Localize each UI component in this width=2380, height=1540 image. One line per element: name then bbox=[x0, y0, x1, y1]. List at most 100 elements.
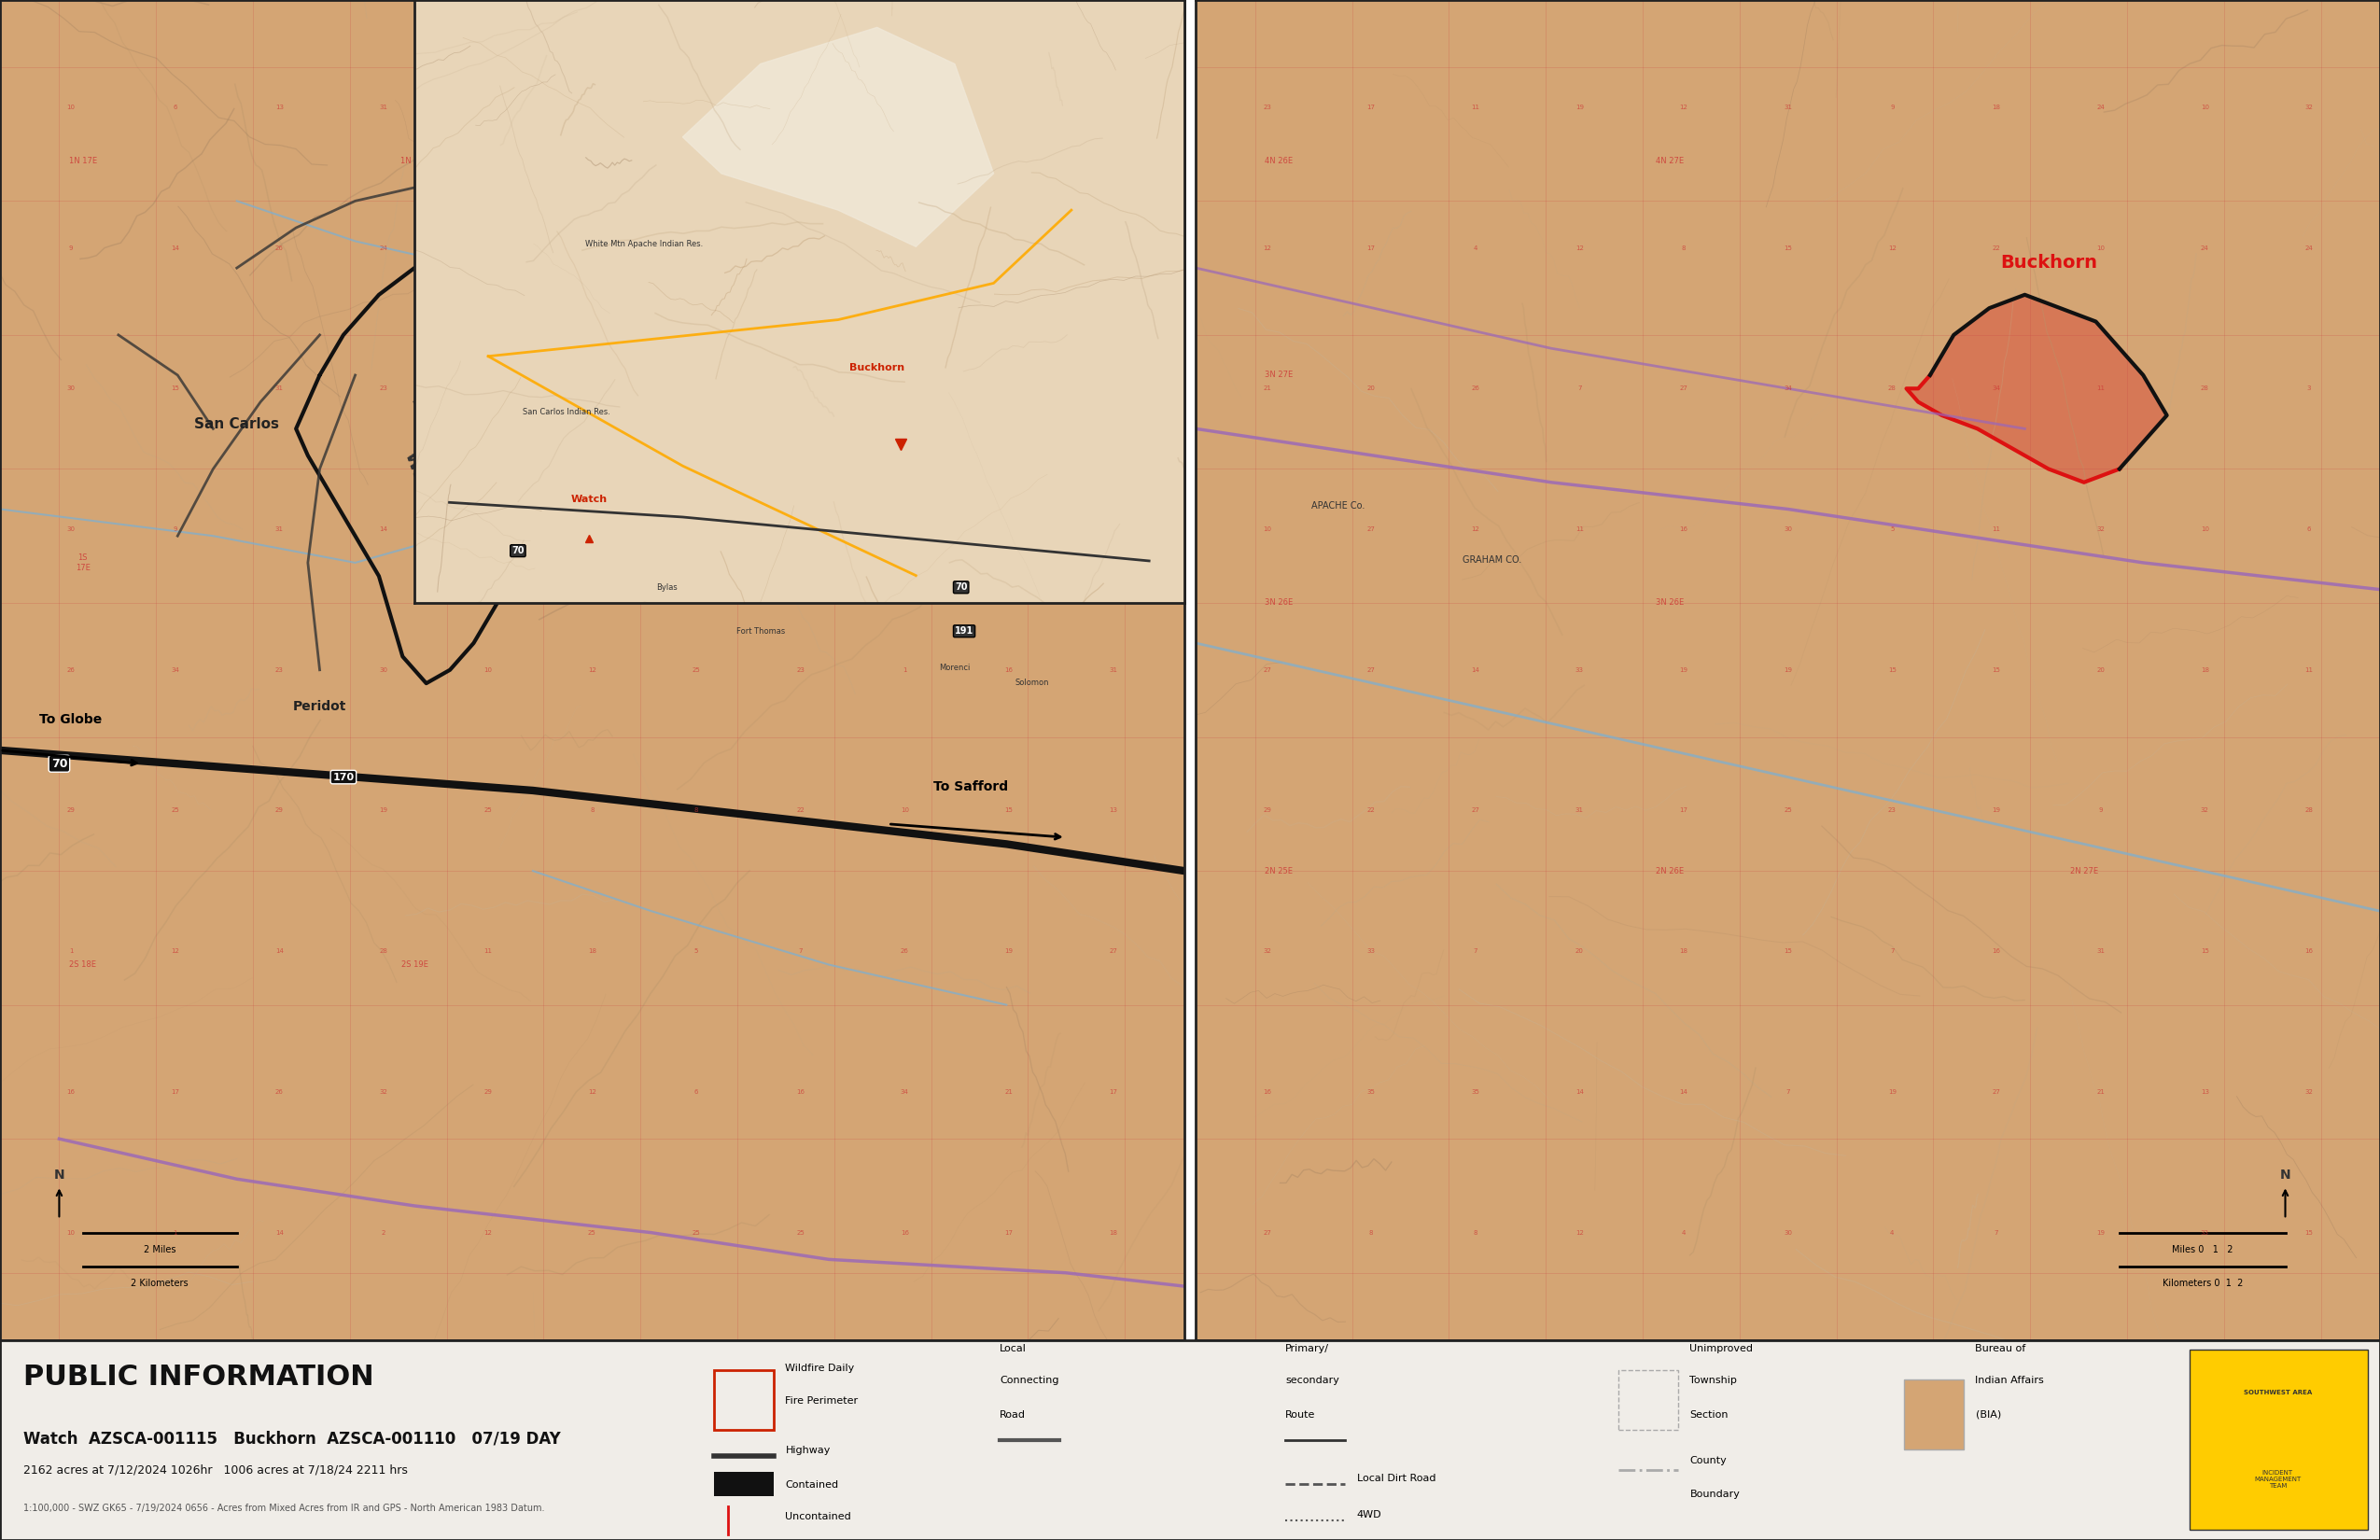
Text: 20: 20 bbox=[2097, 667, 2104, 673]
Text: 4N 26E: 4N 26E bbox=[1264, 157, 1292, 165]
Text: 30: 30 bbox=[900, 105, 909, 109]
Text: Wildfire Daily: Wildfire Daily bbox=[785, 1364, 854, 1374]
Text: 1:100,000 - SWZ GK65 - 7/19/2024 0656 - Acres from Mixed Acres from IR and GPS -: 1:100,000 - SWZ GK65 - 7/19/2024 0656 - … bbox=[24, 1505, 545, 1514]
Text: 23: 23 bbox=[1887, 808, 1897, 813]
Text: 19: 19 bbox=[1783, 667, 1792, 673]
Text: 2S 19E: 2S 19E bbox=[400, 961, 428, 969]
Text: 6: 6 bbox=[695, 1089, 697, 1095]
Text: 1: 1 bbox=[174, 1230, 178, 1235]
Text: 16: 16 bbox=[1264, 1089, 1271, 1095]
Text: 26: 26 bbox=[1471, 385, 1480, 391]
Text: 25: 25 bbox=[693, 1230, 700, 1235]
Text: 13: 13 bbox=[2202, 1089, 2209, 1095]
Text: 18: 18 bbox=[1109, 527, 1116, 531]
Text: 10: 10 bbox=[2202, 527, 2209, 531]
Text: 27: 27 bbox=[1680, 385, 1687, 391]
Text: 33: 33 bbox=[1004, 105, 1014, 109]
Text: 14: 14 bbox=[1471, 667, 1480, 673]
Text: 2N 26E: 2N 26E bbox=[1656, 867, 1683, 875]
Text: 1: 1 bbox=[69, 949, 74, 955]
Text: 1: 1 bbox=[1111, 105, 1116, 109]
Text: 22: 22 bbox=[1366, 808, 1376, 813]
Text: 2 Miles: 2 Miles bbox=[143, 1246, 176, 1255]
Text: 17: 17 bbox=[1109, 245, 1116, 251]
Text: 27: 27 bbox=[1992, 1089, 2002, 1095]
Text: PUBLIC INFORMATION: PUBLIC INFORMATION bbox=[24, 1364, 374, 1391]
Text: Highway: Highway bbox=[785, 1446, 831, 1455]
Text: 11: 11 bbox=[2097, 385, 2104, 391]
Text: Road: Road bbox=[1000, 1411, 1026, 1420]
Text: 3N 26E: 3N 26E bbox=[1264, 599, 1292, 607]
Text: 33: 33 bbox=[1366, 949, 1376, 955]
Text: 27: 27 bbox=[1366, 667, 1376, 673]
Text: 18: 18 bbox=[588, 949, 597, 955]
Text: 25: 25 bbox=[1785, 808, 1792, 813]
Text: Peridot: Peridot bbox=[293, 699, 347, 713]
Text: 9: 9 bbox=[1890, 105, 1894, 109]
Text: 24: 24 bbox=[2097, 105, 2104, 109]
Text: 18: 18 bbox=[2202, 667, 2209, 673]
Text: Watch: Watch bbox=[402, 450, 440, 516]
Text: 18: 18 bbox=[1680, 949, 1687, 955]
Text: 15: 15 bbox=[2304, 1230, 2313, 1235]
Text: 17: 17 bbox=[1366, 105, 1376, 109]
Text: 25: 25 bbox=[588, 1230, 595, 1235]
Text: 31: 31 bbox=[1109, 667, 1116, 673]
Text: 10: 10 bbox=[1264, 527, 1271, 531]
Text: GRAHAM CO.: GRAHAM CO. bbox=[1461, 556, 1521, 565]
Text: 19: 19 bbox=[1992, 808, 2002, 813]
Text: 3: 3 bbox=[2306, 385, 2311, 391]
Text: 14: 14 bbox=[276, 949, 283, 955]
Text: 10: 10 bbox=[2097, 245, 2104, 251]
Text: 2162 acres at 7/12/2024 1026hr   1006 acres at 7/18/24 2211 hrs: 2162 acres at 7/12/2024 1026hr 1006 acre… bbox=[24, 1465, 409, 1475]
Text: 14: 14 bbox=[1680, 1089, 1687, 1095]
Text: 17: 17 bbox=[171, 1089, 178, 1095]
Text: 24: 24 bbox=[900, 385, 909, 391]
Text: 23: 23 bbox=[797, 667, 804, 673]
Text: 32: 32 bbox=[1264, 949, 1271, 955]
Text: 29: 29 bbox=[67, 808, 76, 813]
Text: 21: 21 bbox=[588, 245, 595, 251]
Text: 32: 32 bbox=[378, 1089, 388, 1095]
Text: 17: 17 bbox=[1366, 245, 1376, 251]
Text: 70: 70 bbox=[50, 758, 67, 770]
Text: 8: 8 bbox=[590, 808, 595, 813]
Text: 2N 25E: 2N 25E bbox=[1264, 867, 1292, 875]
Text: 14: 14 bbox=[1576, 1089, 1583, 1095]
Text: 8: 8 bbox=[1683, 245, 1685, 251]
Text: 32: 32 bbox=[2304, 105, 2313, 109]
Text: 8: 8 bbox=[1368, 1230, 1373, 1235]
Text: 25: 25 bbox=[797, 1230, 804, 1235]
Text: Connecting: Connecting bbox=[1000, 1375, 1059, 1384]
Text: 18: 18 bbox=[1992, 105, 2002, 109]
Text: 11: 11 bbox=[1576, 527, 1583, 531]
Text: 3N 26E: 3N 26E bbox=[1656, 599, 1683, 607]
Text: Section: Section bbox=[1690, 1411, 1728, 1420]
Text: 16: 16 bbox=[693, 245, 700, 251]
Text: Primary/: Primary/ bbox=[1285, 1344, 1328, 1354]
Text: 29: 29 bbox=[797, 245, 804, 251]
Text: 32: 32 bbox=[2202, 808, 2209, 813]
Text: 12: 12 bbox=[1887, 245, 1897, 251]
Text: To Globe: To Globe bbox=[40, 713, 102, 727]
Text: 15: 15 bbox=[1887, 667, 1897, 673]
Text: 35: 35 bbox=[1366, 1089, 1376, 1095]
Text: 19: 19 bbox=[1680, 667, 1687, 673]
Text: 15: 15 bbox=[171, 385, 178, 391]
Text: 16: 16 bbox=[483, 527, 493, 531]
Text: 30: 30 bbox=[1783, 1230, 1792, 1235]
Text: 12: 12 bbox=[588, 667, 595, 673]
Text: 27: 27 bbox=[1366, 527, 1376, 531]
Text: 10: 10 bbox=[483, 667, 493, 673]
Text: 28: 28 bbox=[378, 949, 388, 955]
Text: 11: 11 bbox=[1992, 527, 2002, 531]
Text: 8: 8 bbox=[486, 105, 490, 109]
Text: 17: 17 bbox=[483, 245, 493, 251]
Text: 19: 19 bbox=[1576, 105, 1583, 109]
Text: Uncontained: Uncontained bbox=[785, 1512, 852, 1522]
Text: Local: Local bbox=[1000, 1344, 1026, 1354]
Text: 15: 15 bbox=[1992, 667, 2002, 673]
Text: 31: 31 bbox=[2097, 949, 2104, 955]
Text: 7: 7 bbox=[1785, 1089, 1790, 1095]
Polygon shape bbox=[1906, 294, 2166, 482]
